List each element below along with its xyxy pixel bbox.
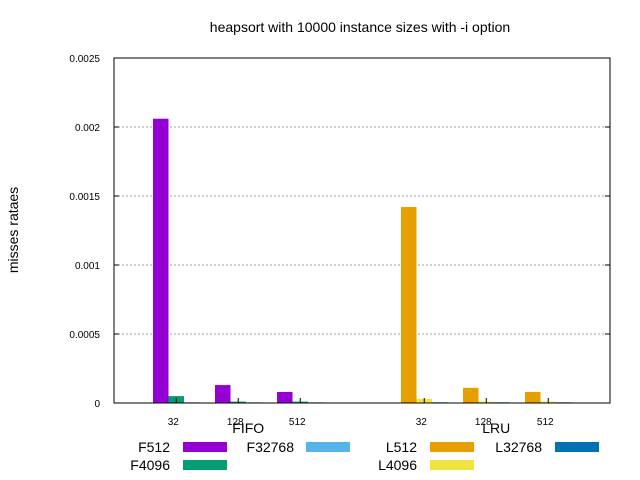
plot-frame <box>113 57 611 404</box>
group-label: FIFO <box>232 420 264 436</box>
y-tick-label: 0.0005 <box>69 330 100 341</box>
legend-label: F32768 <box>247 439 295 455</box>
x-axis-ticks: 32 128 512 32 128 512 <box>168 398 554 428</box>
legend-label: L32768 <box>495 439 542 455</box>
x-tick-label: 512 <box>537 417 554 428</box>
x-tick-label: 32 <box>168 417 180 428</box>
legend-swatch-l32768 <box>555 442 599 452</box>
x-tick-label: 32 <box>416 417 428 428</box>
y-axis-ticks: 0 0.0005 0.001 0.0015 0.002 0.0025 <box>69 54 610 410</box>
y-axis-label: misses rataes <box>5 187 21 273</box>
x-tick-label: 512 <box>289 417 306 428</box>
bars <box>153 118 572 403</box>
y-tick-label: 0.002 <box>75 123 100 134</box>
bar-f512-32 <box>153 118 169 403</box>
y-tick-label: 0.001 <box>75 261 100 272</box>
group-label: LRU <box>482 420 510 436</box>
y-tick-label: 0.0015 <box>69 192 100 203</box>
legend-label: L512 <box>386 439 417 455</box>
legend-swatch-l4096 <box>430 460 474 470</box>
legend-swatch-l512 <box>430 442 474 452</box>
bar-l512-128 <box>463 387 479 403</box>
bar-f512-128 <box>215 385 231 403</box>
group-labels: FIFO LRU <box>232 420 510 436</box>
legend-label: L4096 <box>378 457 417 473</box>
y-tick-label: 0.0025 <box>69 54 100 65</box>
legend-label: F4096 <box>130 457 170 473</box>
y-tick-label: 0 <box>94 399 100 410</box>
x-tick-label: 128 <box>227 417 244 428</box>
legend-label: F512 <box>138 439 170 455</box>
bar-f512-512 <box>277 391 293 403</box>
bar-l512-32 <box>401 207 417 403</box>
legend-swatch-f32768 <box>306 442 350 452</box>
x-tick-label: 128 <box>475 417 492 428</box>
legend-swatch-f512 <box>183 442 227 452</box>
grid-lines <box>114 126 610 335</box>
bar-l512-512 <box>525 391 541 403</box>
legend-swatch-f4096 <box>183 460 227 470</box>
legend: F512 F32768 L512 L32768 F4096 L4096 <box>130 439 599 473</box>
chart-title: heapsort with 10000 instance sizes with … <box>210 19 510 35</box>
